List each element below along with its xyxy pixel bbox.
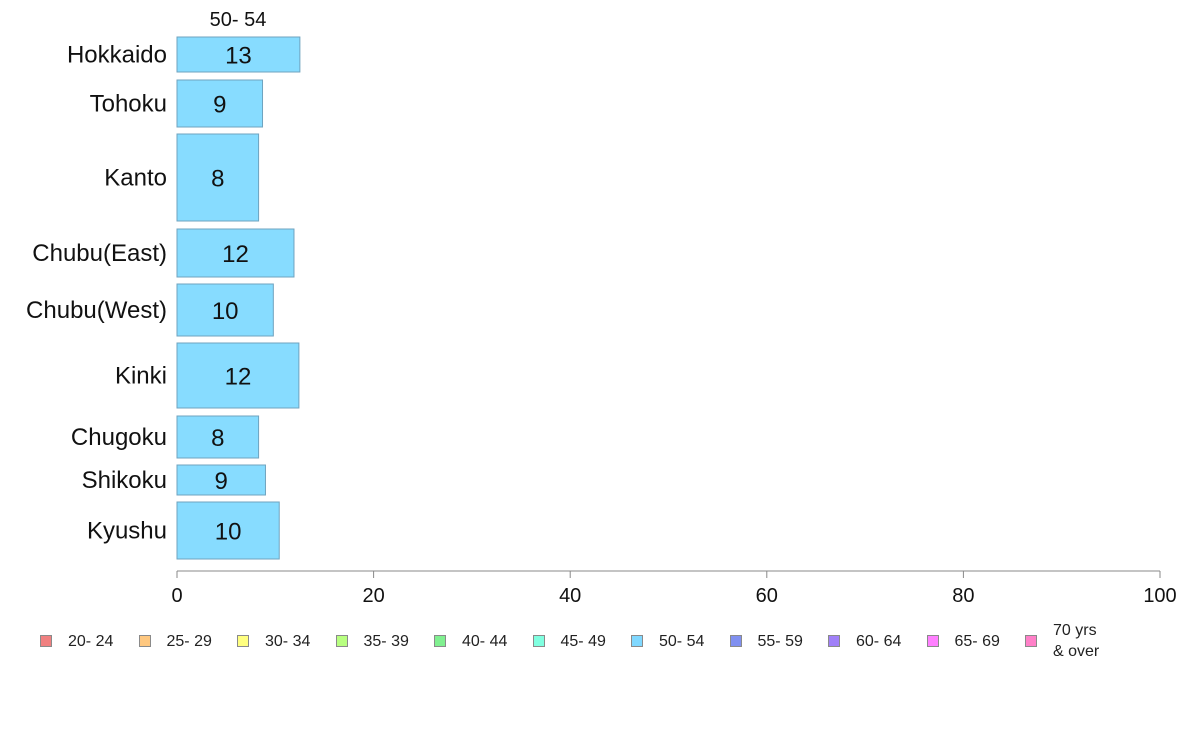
- region-label: Tohoku: [90, 91, 167, 118]
- region-label: Kanto: [104, 165, 167, 192]
- region-label: Chugoku: [71, 424, 167, 451]
- legend-item: 45- 49: [532, 631, 632, 652]
- legend-swatch: [237, 635, 249, 647]
- legend-item: 70 yrs & over: [1025, 620, 1124, 662]
- region-label: Chubu(West): [26, 297, 167, 324]
- region-label: Kinki: [115, 363, 167, 390]
- bar-value-label: 8: [211, 166, 224, 193]
- legend-item: 60- 64: [828, 631, 927, 652]
- legend-item: 20- 24: [40, 631, 139, 652]
- bar: [176, 228, 295, 278]
- legend-swatch: [729, 635, 742, 647]
- bar: [176, 79, 264, 128]
- column-header: 50- 54: [210, 9, 267, 31]
- x-tick-label: 20: [362, 585, 384, 607]
- bar: [176, 133, 260, 222]
- legend-swatch: [631, 635, 643, 647]
- legend-label: 20- 24: [68, 632, 114, 650]
- bar: [176, 464, 266, 496]
- bar-value-label: 9: [215, 468, 228, 495]
- legend-item: 55- 59: [729, 631, 829, 652]
- bar: [176, 342, 300, 409]
- legend-swatch: [532, 635, 545, 647]
- x-axis: 0 20 40 60 80 100: [171, 570, 1177, 607]
- legend-label: 55- 59: [757, 632, 803, 650]
- bar: [176, 501, 280, 560]
- legend-label: 45- 49: [560, 632, 606, 650]
- legend-swatch: [926, 635, 939, 647]
- bar: [176, 36, 301, 73]
- legend-label: 35- 39: [363, 632, 409, 650]
- legend-label: 40- 44: [462, 632, 508, 650]
- legend-label: 70 yrs & over: [1053, 622, 1100, 660]
- legend: 20- 24 25- 29 30- 34 35- 39 40- 44 45- 49 50- …: [40, 620, 1124, 662]
- x-tick-label: 0: [171, 585, 182, 607]
- region-label: Shikoku: [82, 467, 167, 494]
- legend-swatch: [335, 635, 348, 647]
- legend-label: 50- 54: [659, 632, 705, 650]
- bar-value-label: 9: [213, 92, 226, 119]
- legend-item: 65- 69: [926, 631, 1026, 652]
- region-label: Kyushu: [87, 518, 167, 545]
- legend-item: 50- 54: [631, 631, 730, 652]
- legend-item: 35- 39: [335, 631, 435, 652]
- legend-swatch: [138, 635, 151, 647]
- legend-item: 40- 44: [434, 631, 533, 652]
- legend-label: 60- 64: [856, 632, 902, 650]
- region-label: Hokkaido: [67, 42, 167, 69]
- bars-group: Hokkaido 13 Tohoku 9 Kanto 8 Chubu(East) 12 Chub…: [26, 36, 301, 560]
- legend-label: 25- 29: [166, 632, 212, 650]
- bar-value-label: 8: [211, 425, 224, 452]
- legend-swatch: [1025, 635, 1037, 647]
- bar-value-label: 13: [225, 43, 252, 70]
- x-tick-label: 60: [756, 585, 778, 607]
- bar-chart: 50- 54 Hokkaido 13 Tohoku 9 Kanto 8 Chubu(East…: [26, 9, 1177, 607]
- bar-value-label: 10: [215, 519, 242, 546]
- x-tick-label: 80: [952, 585, 974, 607]
- legend-label: 30- 34: [265, 632, 311, 650]
- legend-label: 65- 69: [954, 632, 1000, 650]
- x-tick-label: 100: [1143, 585, 1176, 607]
- legend-swatch: [40, 635, 52, 647]
- bar-value-label: 12: [225, 364, 252, 391]
- legend-swatch: [434, 635, 446, 647]
- legend-item: 30- 34: [237, 631, 336, 652]
- bar-value-label: 10: [212, 298, 239, 325]
- bar: [176, 415, 260, 459]
- legend-swatch: [828, 635, 840, 647]
- bar-value-label: 12: [222, 241, 249, 268]
- region-label: Chubu(East): [32, 240, 167, 267]
- legend-item: 25- 29: [138, 631, 238, 652]
- x-tick-label: 40: [559, 585, 581, 607]
- bar: [176, 283, 274, 337]
